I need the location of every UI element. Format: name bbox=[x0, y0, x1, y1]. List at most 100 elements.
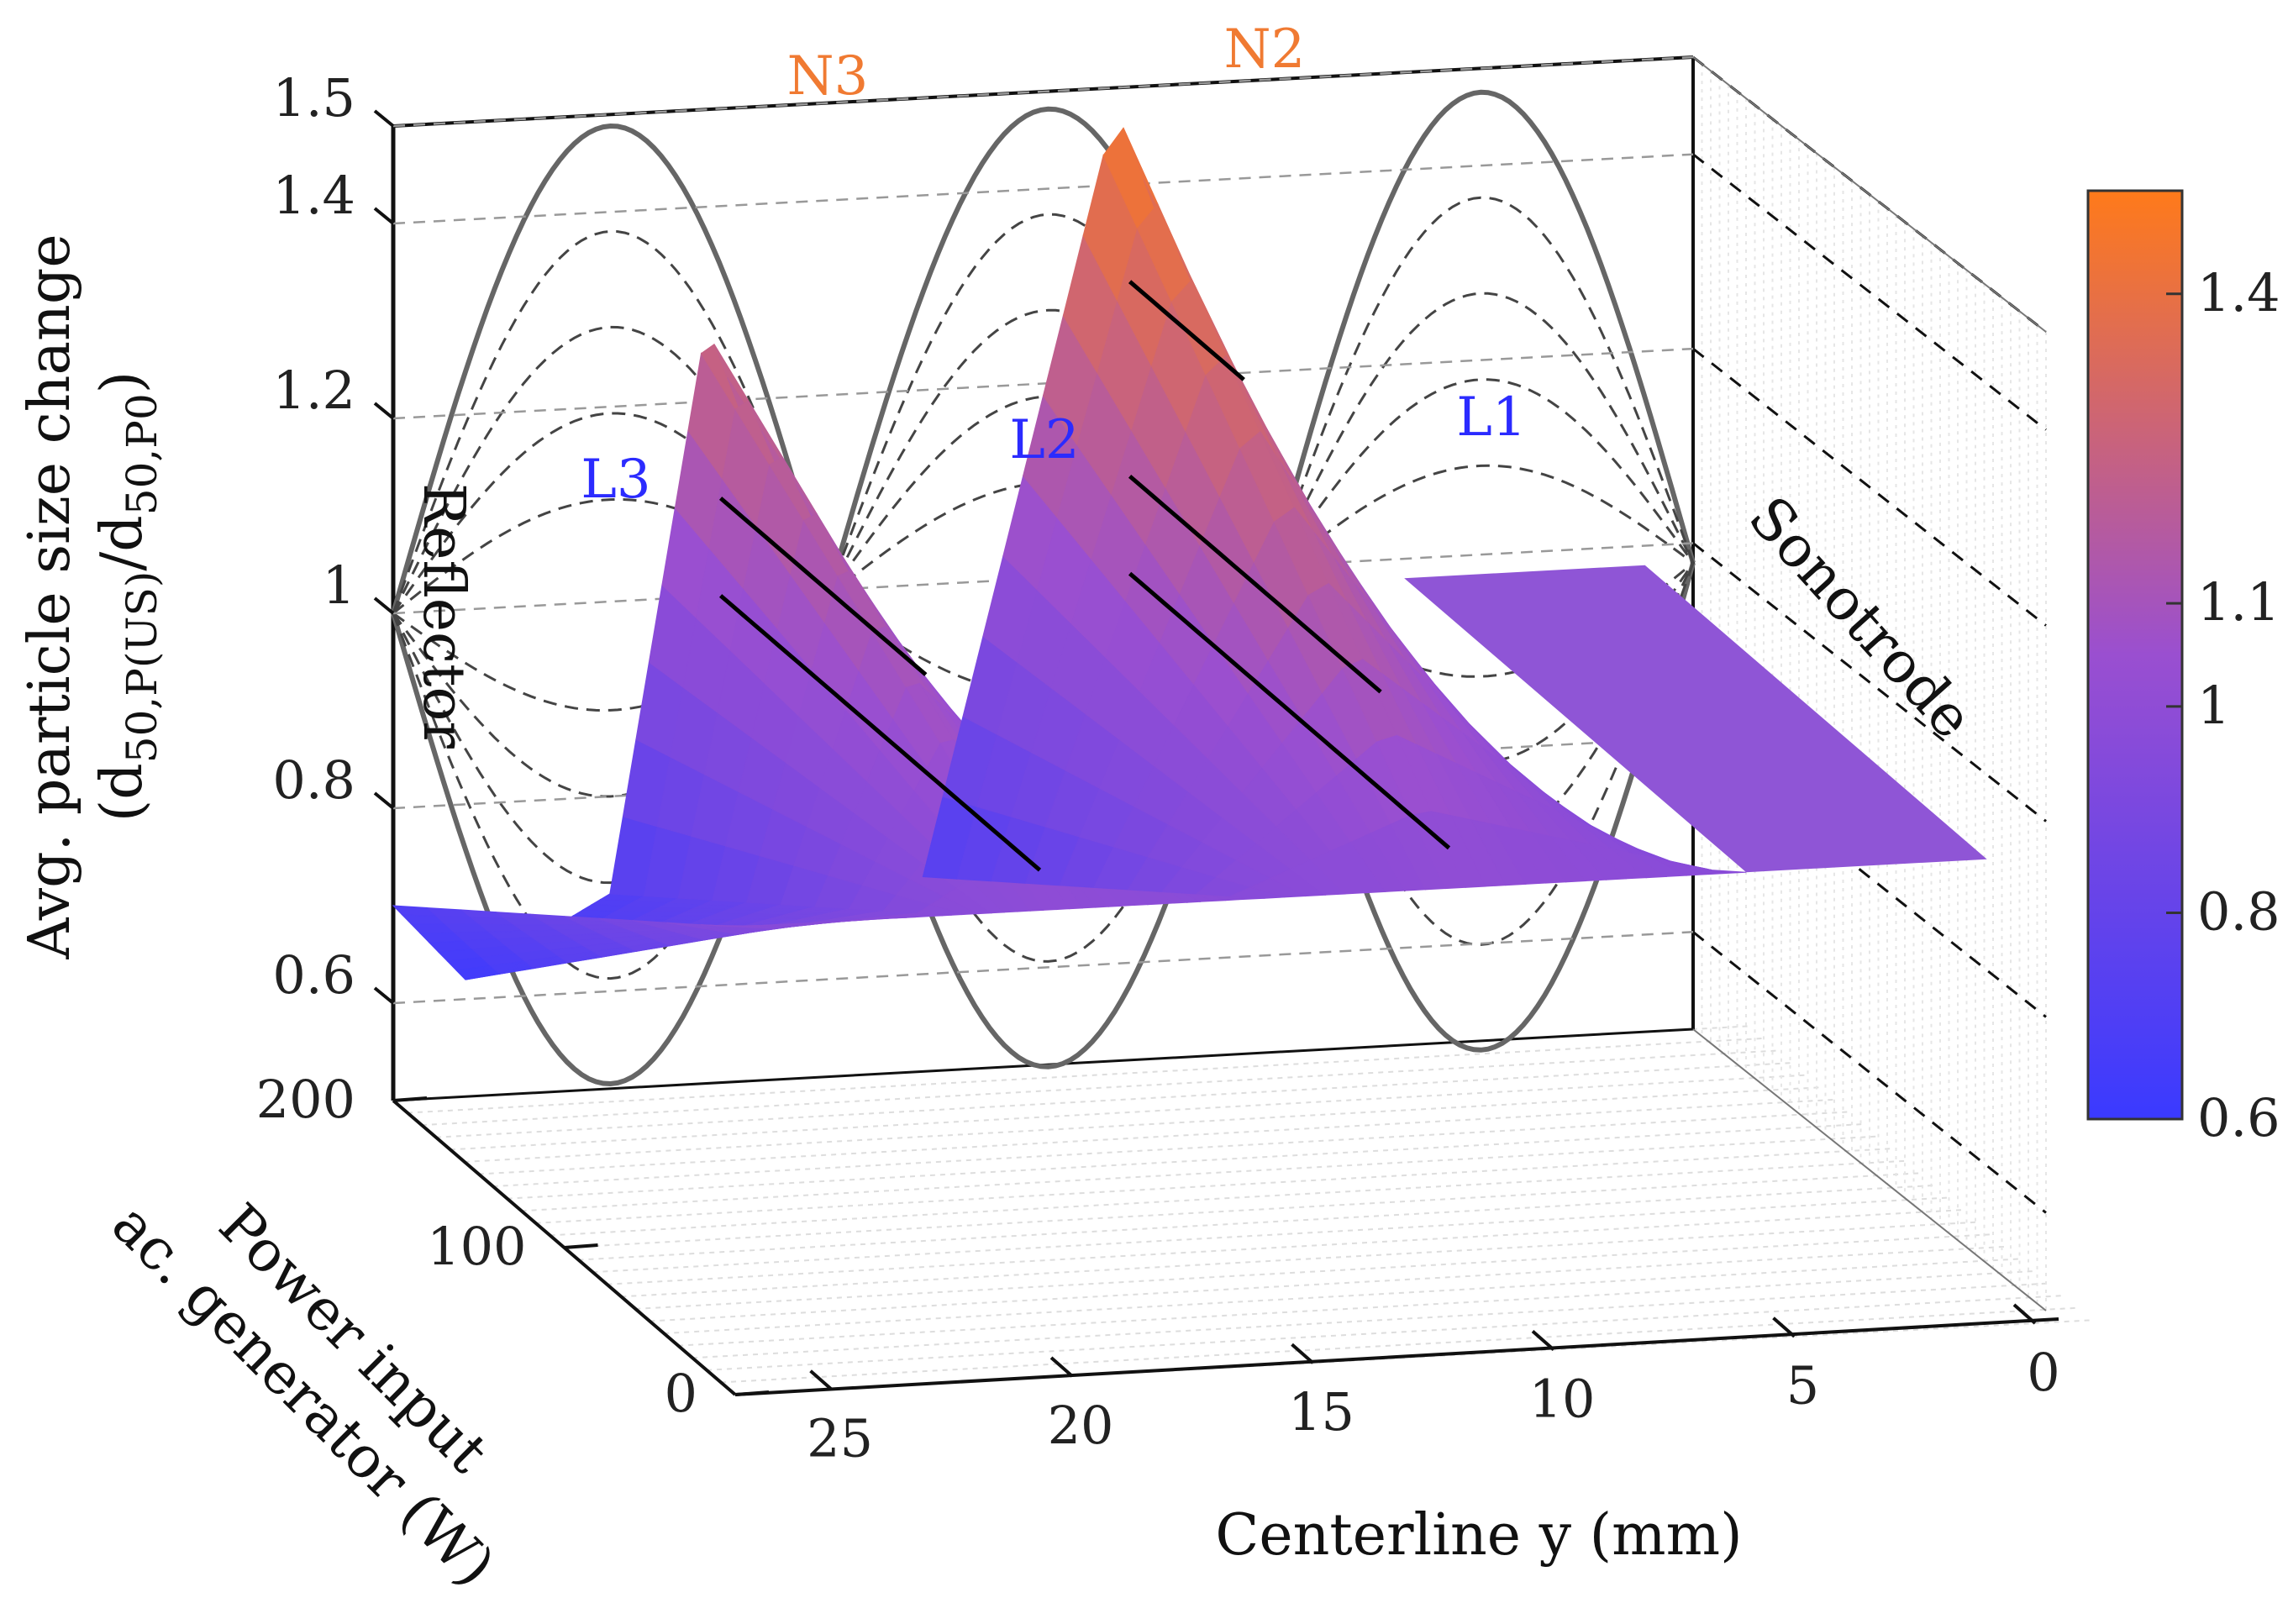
right-wall-dashed bbox=[1692, 542, 2047, 823]
x-tick-label: 10 bbox=[1529, 1368, 1596, 1429]
z-tick-mark bbox=[373, 986, 395, 1005]
z-tick-label: 0.8 bbox=[272, 749, 355, 811]
x-axis-ticks: 25 20 15 10 5 0 bbox=[807, 1303, 2060, 1469]
x-axis-label: Centerline y (mm) bbox=[1215, 1502, 1742, 1569]
standing-wave-dashed bbox=[392, 229, 829, 614]
back-gridline bbox=[392, 55, 1694, 128]
floor-gridline bbox=[635, 1233, 1994, 1310]
colorbar: 1.4 1.1 1 0.8 0.6 bbox=[2086, 189, 2280, 1148]
x-tick-mark bbox=[1531, 1329, 1555, 1351]
y-tick-label: 100 bbox=[427, 1216, 526, 1277]
contour-line bbox=[1128, 280, 1245, 381]
floor-gridline bbox=[664, 1258, 2022, 1335]
z-tick-label: 0.6 bbox=[272, 944, 355, 1006]
y-tick-mark bbox=[564, 1243, 598, 1249]
z-axis-label-line2: (d50,P(US)/d50,P0) bbox=[89, 371, 166, 823]
floor-gridline bbox=[535, 1148, 1894, 1224]
x-tick-label: 5 bbox=[1786, 1355, 1819, 1416]
standing-wave-dashed bbox=[1268, 464, 1694, 581]
z-axis-label: Avg. particle size change (d50,P(US)/d50… bbox=[17, 234, 166, 959]
colorbar-tick-label: 0.8 bbox=[2197, 880, 2280, 942]
standing-wave-dashed bbox=[1267, 196, 1695, 581]
y-tick-mark bbox=[734, 1390, 770, 1396]
x-tick-label: 20 bbox=[1048, 1395, 1114, 1456]
z-tick-label: 1.4 bbox=[272, 165, 355, 226]
floor-gridline bbox=[650, 1245, 2008, 1322]
back-gridline bbox=[392, 153, 1694, 225]
colorbar-tick-label: 1.1 bbox=[2197, 571, 2280, 633]
standing-wave-dashed bbox=[826, 213, 1270, 597]
loop-label-l2: L2 bbox=[1009, 409, 1079, 471]
node-label-n2: N2 bbox=[1224, 18, 1306, 81]
node-label-n3: N3 bbox=[787, 45, 869, 108]
floor-gridline bbox=[521, 1135, 1880, 1212]
surface-patch bbox=[1691, 865, 1747, 875]
colorbar-tick-label: 0.6 bbox=[2197, 1087, 2280, 1148]
standing-wave-envelope bbox=[391, 123, 830, 614]
y-axis-ticks: 200 100 0 bbox=[256, 1069, 770, 1424]
contour-line bbox=[718, 594, 1042, 872]
colorbar-gradient bbox=[2086, 189, 2184, 1121]
floor-gridline bbox=[421, 1049, 1780, 1127]
floor-gridline bbox=[492, 1111, 1851, 1188]
right-wall-dashed bbox=[1692, 931, 2047, 1214]
floor-gridline bbox=[450, 1074, 1808, 1151]
x-tick-label: 0 bbox=[2027, 1342, 2059, 1403]
x-tick-mark bbox=[1772, 1317, 1796, 1338]
floor-gridline bbox=[592, 1196, 1951, 1274]
z-axis-label-line1: Avg. particle size change bbox=[17, 234, 83, 959]
floor-gridline bbox=[407, 1037, 1765, 1114]
contour-line bbox=[1128, 474, 1382, 694]
surface-tail bbox=[1404, 565, 1987, 873]
loop-label-l3: L3 bbox=[581, 449, 650, 511]
x-tick-mark bbox=[1291, 1343, 1314, 1364]
floor-gridline bbox=[678, 1269, 2036, 1347]
floor-gridline bbox=[607, 1208, 1965, 1285]
surface-patch bbox=[392, 905, 438, 917]
right-wall-dashed bbox=[1692, 347, 2047, 627]
z-tick-mark bbox=[373, 207, 395, 225]
surface-plot bbox=[392, 127, 1987, 980]
z-axis-ticks: 0.6 0.8 1 1.2 1.4 1.5 bbox=[272, 67, 395, 1006]
floor-gridline bbox=[720, 1306, 2079, 1384]
z-tick-label: 1.5 bbox=[272, 67, 355, 129]
loop-label-l1: L1 bbox=[1456, 386, 1526, 449]
x-tick-mark bbox=[2012, 1303, 2037, 1325]
z-tick-mark bbox=[373, 597, 395, 615]
floor-gridline bbox=[578, 1184, 1937, 1261]
standing-wave-envelope bbox=[1266, 89, 1696, 581]
colorbar-tick-label: 1.4 bbox=[2197, 262, 2280, 323]
standing-wave-dashed bbox=[1267, 292, 1695, 581]
colorbar-tick-label: 1 bbox=[2197, 675, 2230, 736]
z-tick-label: 1.2 bbox=[272, 360, 355, 421]
floor-gridline bbox=[507, 1122, 1865, 1200]
wall-label-reflector: Reflector bbox=[410, 483, 476, 749]
y-axis-label: Power input ac. generator (W) bbox=[99, 1191, 508, 1600]
x-tick-mark bbox=[1049, 1356, 1074, 1378]
floor-gridline bbox=[550, 1159, 1908, 1237]
z-tick-mark bbox=[373, 402, 395, 420]
colorbar-ticks: 1.4 1.1 1 0.8 0.6 bbox=[2166, 262, 2280, 1148]
floor-gridline bbox=[707, 1295, 2064, 1371]
standing-wave-dashed bbox=[392, 596, 829, 798]
floor-gridline bbox=[692, 1282, 2050, 1359]
x-tick-mark bbox=[809, 1369, 833, 1391]
y-tick-mark bbox=[392, 1096, 428, 1102]
floor-gridline bbox=[435, 1061, 1794, 1138]
x-tick-label: 25 bbox=[807, 1408, 873, 1469]
z-tick-mark bbox=[373, 791, 395, 810]
floor-grid bbox=[392, 1025, 2093, 1395]
y-tick-label: 200 bbox=[256, 1069, 355, 1130]
x-tick-label: 15 bbox=[1288, 1381, 1354, 1443]
floor-gridline bbox=[464, 1086, 1823, 1163]
standing-wave-dashed bbox=[1267, 378, 1695, 581]
floor-gridline bbox=[621, 1221, 1980, 1298]
right-wall-dashed bbox=[1692, 153, 2047, 431]
y-tick-label: 0 bbox=[665, 1363, 697, 1424]
back-gridline bbox=[392, 931, 1694, 1005]
contour-line bbox=[718, 497, 928, 676]
back-gridline bbox=[392, 347, 1694, 420]
z-tick-label: 1 bbox=[323, 554, 355, 616]
z-tick-mark bbox=[373, 109, 395, 128]
